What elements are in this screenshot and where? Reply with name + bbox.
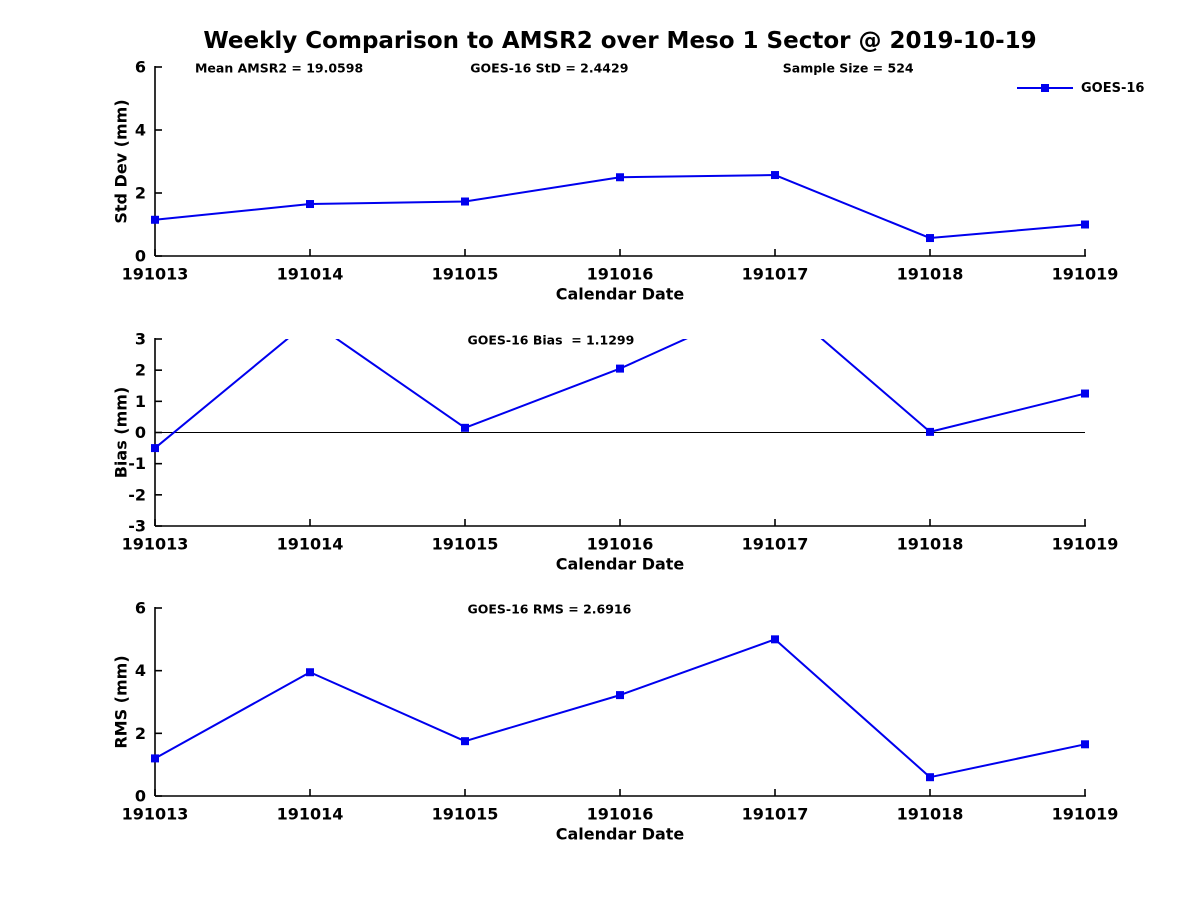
x-tick-label: 191019 [1052, 805, 1119, 824]
y-tick-label: 2 [135, 361, 146, 380]
data-point-marker [926, 234, 934, 243]
data-point-marker [616, 691, 624, 700]
y-tick-label: 3 [135, 330, 146, 349]
data-point-marker [306, 316, 314, 324]
data-point-marker [461, 737, 469, 746]
y-tick-label: 0 [135, 787, 146, 806]
data-point-marker [926, 773, 934, 782]
series-line [154, 174, 1086, 240]
stat-annotation: GOES-16 RMS = 2.6916 [467, 602, 631, 617]
data-point-marker [151, 444, 159, 453]
data-point-marker [461, 423, 469, 432]
data-point-marker [306, 200, 314, 209]
x-tick-label: 191014 [277, 265, 344, 284]
y-axis-label: Std Dev (mm) [112, 99, 131, 223]
x-axis-label: Calendar Date [556, 825, 685, 844]
series-goes-16 [151, 294, 1089, 453]
x-axis-label: Calendar Date [556, 285, 685, 304]
stat-annotation: Mean AMSR2 = 19.0598 [195, 61, 363, 76]
chart-rms: 0 2 4 6 191013 191014 191015 191016 191017 191018… [112, 599, 1119, 844]
x-tick-label: 191015 [432, 535, 499, 554]
data-point-marker [771, 294, 779, 302]
x-tick-label: 191019 [1052, 265, 1119, 284]
x-tick-label: 191018 [897, 265, 964, 284]
figure-title: Weekly Comparison to AMSR2 over Meso 1 S… [203, 28, 1037, 54]
x-tick-label: 191018 [897, 535, 964, 554]
y-axis-label: Bias (mm) [112, 387, 131, 479]
data-point-marker [616, 364, 624, 373]
y-tick-label: -1 [128, 454, 146, 473]
data-point-marker [616, 173, 624, 182]
y-tick-label: 0 [135, 423, 146, 442]
stat-annotation: GOES-16 StD = 2.4429 [470, 61, 628, 76]
data-point-marker [1081, 389, 1089, 398]
y-tick-label: 2 [135, 184, 146, 203]
x-tick-label: 191014 [277, 805, 344, 824]
y-axis-label: RMS (mm) [112, 655, 131, 748]
y-tick-label: -2 [128, 485, 146, 504]
x-tick-label: 191014 [277, 535, 344, 554]
y-tick-label: 2 [135, 724, 146, 743]
stat-annotation: GOES-16 Bias = 1.1299 [467, 333, 634, 348]
data-point-marker [771, 171, 779, 180]
x-tick-label: 191018 [897, 805, 964, 824]
y-tick-label: -3 [128, 517, 146, 536]
data-point-marker [151, 754, 159, 763]
x-tick-label: 191013 [122, 265, 189, 284]
data-point-marker [151, 215, 159, 224]
data-point-marker [771, 635, 779, 644]
x-axis-label: Calendar Date [556, 555, 685, 574]
x-tick-label: 191016 [587, 265, 654, 284]
x-tick-label: 191016 [587, 805, 654, 824]
data-point-marker [306, 668, 314, 677]
x-tick-label: 191013 [122, 805, 189, 824]
x-tick-label: 191016 [587, 535, 654, 554]
series-line [154, 339, 1086, 449]
series-line [154, 638, 1086, 779]
x-tick-label: 191017 [742, 805, 809, 824]
x-tick-label: 191019 [1052, 535, 1119, 554]
y-tick-label: 4 [135, 121, 146, 140]
chart-std-dev: 0 2 4 6 191013 191014 191015 191016 191017 191018… [112, 58, 1145, 304]
y-tick-label: 6 [135, 599, 146, 618]
x-tick-label: 191015 [432, 265, 499, 284]
x-tick-label: 191015 [432, 805, 499, 824]
x-tick-label: 191017 [742, 265, 809, 284]
y-tick-label: 6 [135, 58, 146, 77]
chart-bias: -3 -2 -1 0 1 2 3 191013 191014 191015 191016 191017… [112, 294, 1119, 574]
y-tick-label: 4 [135, 661, 146, 680]
y-tick-label: 1 [135, 392, 146, 411]
stat-annotation: Sample Size = 524 [783, 61, 914, 76]
y-tick-label: 0 [135, 247, 146, 266]
series-goes-16 [151, 635, 1089, 782]
legend-marker-square [1041, 84, 1049, 92]
data-point-marker [1081, 220, 1089, 229]
series-goes-16 [151, 171, 1089, 243]
x-tick-label: 191017 [742, 535, 809, 554]
legend: GOES-16 [1017, 81, 1144, 96]
legend-label: GOES-16 [1081, 81, 1144, 96]
data-point-marker [461, 197, 469, 206]
data-point-marker [1081, 740, 1089, 749]
data-point-marker [926, 427, 934, 436]
x-tick-label: 191013 [122, 535, 189, 554]
